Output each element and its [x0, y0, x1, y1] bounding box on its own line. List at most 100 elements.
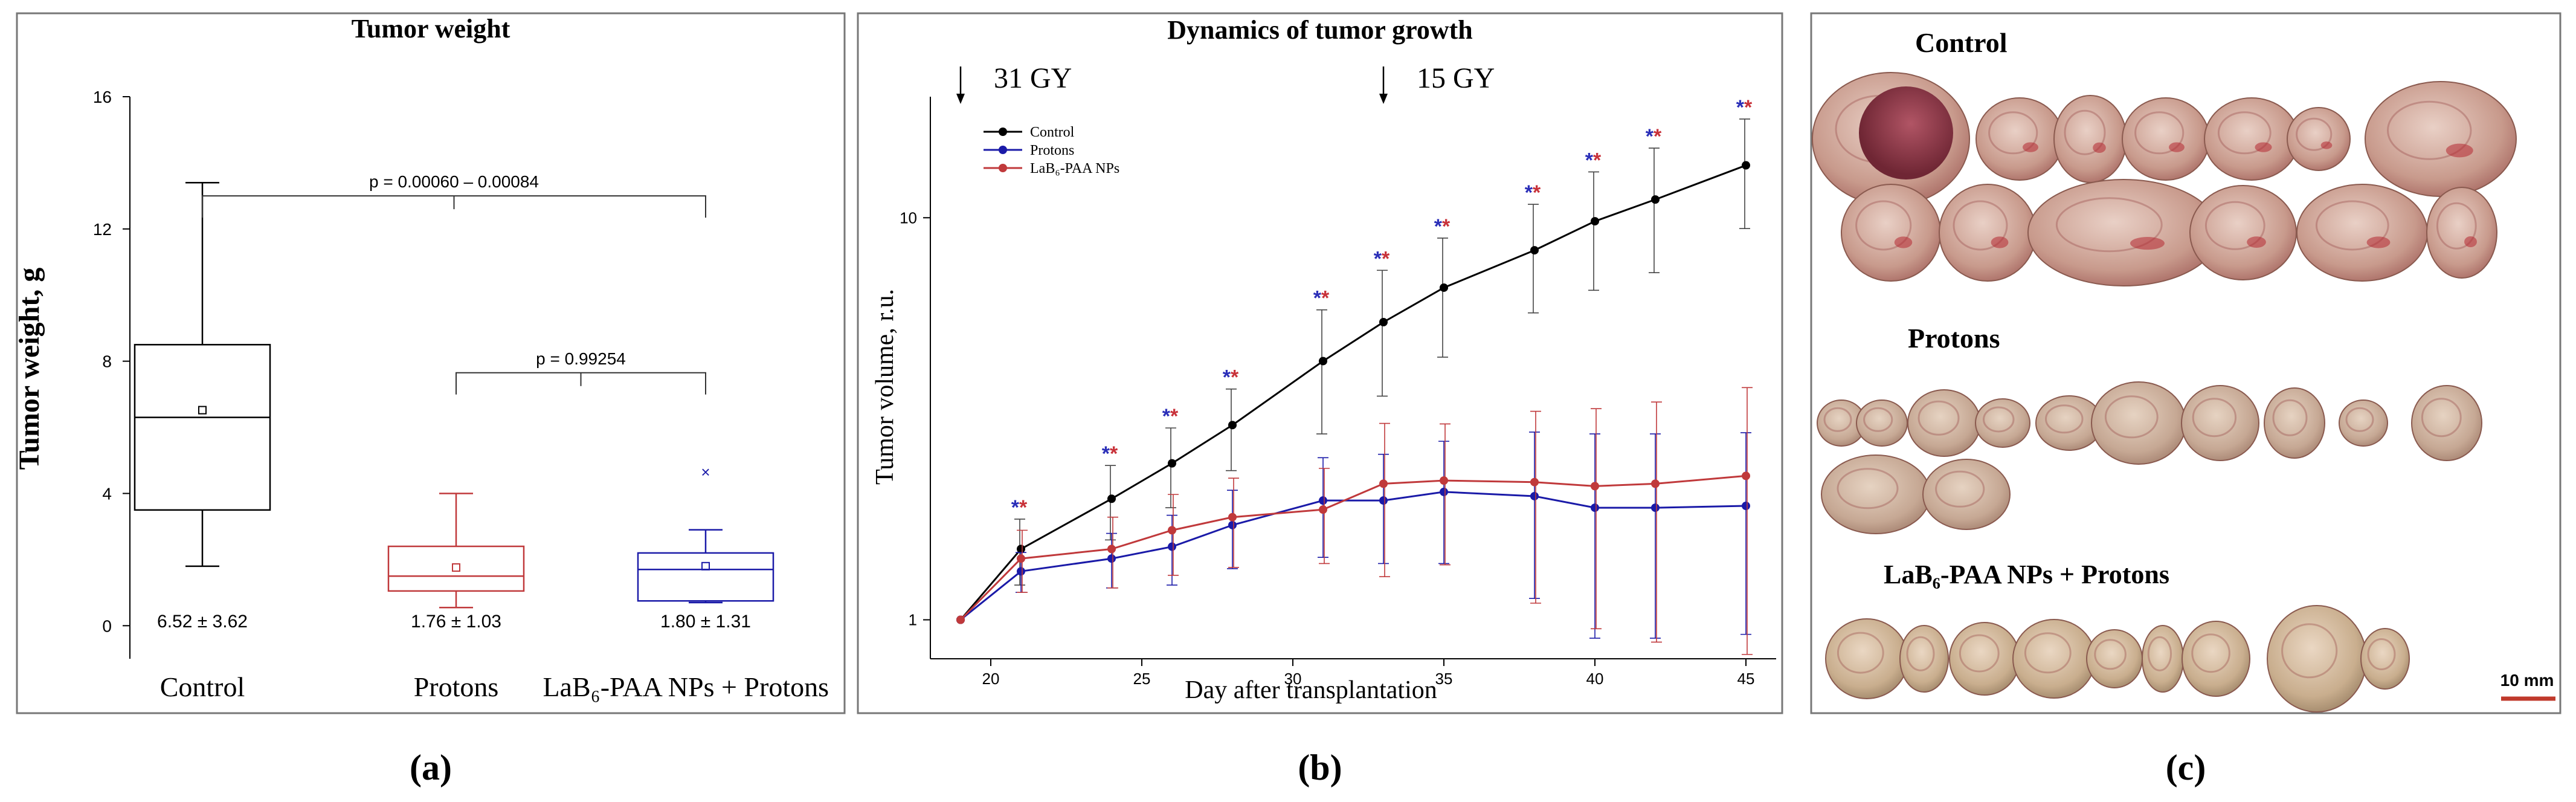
data-point: [1319, 357, 1327, 366]
data-point: [1319, 496, 1327, 505]
data-point: [1379, 496, 1388, 505]
legend-marker: [999, 164, 1007, 172]
star-marker-red: *: [1382, 247, 1390, 270]
tumor-hemorrhage: [2446, 143, 2473, 158]
tumor-body: [2204, 97, 2299, 181]
star-marker-blue: *: [1374, 247, 1382, 270]
tumor-body: [2426, 187, 2497, 279]
tumor-specimen: [1922, 459, 2011, 530]
tumor-body: [2339, 399, 2388, 447]
box-stat-label: 1.80 ± 1.31: [660, 612, 751, 632]
dose-label: 15 GY: [1417, 62, 1495, 94]
tumor-specimen: [2091, 381, 2186, 465]
star-marker-red: *: [1653, 125, 1662, 148]
tumor-specimen: [1899, 625, 1949, 693]
tumor-specimen: [2182, 621, 2250, 697]
a-x-category-label: Protons: [414, 671, 499, 702]
data-point: [1591, 217, 1599, 226]
data-point: [1379, 479, 1388, 488]
tumor-specimen: [1856, 399, 1908, 447]
tumor-body: [1939, 184, 2037, 282]
tumor-texture: [1855, 200, 1912, 251]
data-point: [1530, 477, 1539, 487]
panel-b-xlabel: Day after transplantation: [1185, 676, 1437, 704]
tumor-specimen: [2339, 399, 2388, 447]
tumor-body: [2287, 107, 2351, 171]
data-point: [1651, 503, 1660, 513]
panel-a-ylabel: Tumor weight, g: [13, 268, 45, 470]
star-marker-red: *: [1231, 366, 1239, 389]
star-marker-red: *: [1019, 496, 1028, 519]
tumor-texture: [2345, 407, 2374, 432]
box-stat-label: 6.52 ± 3.62: [157, 612, 248, 632]
tumor-texture: [1837, 632, 1884, 674]
tumor-texture: [2204, 201, 2265, 250]
tumor-dark-region: [1859, 86, 1953, 179]
tumor-texture: [2315, 200, 2389, 251]
data-point: [1379, 317, 1388, 326]
data-point: [1530, 246, 1539, 255]
tumor-texture: [2104, 395, 2159, 439]
tumor-group-nps: [1825, 605, 2410, 713]
tumor-hemorrhage: [2464, 236, 2477, 247]
tumor-texture: [2055, 197, 2163, 253]
tumor-texture: [2147, 636, 2172, 671]
tumor-texture: [1983, 406, 2015, 433]
tumor-texture: [2134, 111, 2185, 155]
star-marker-blue: *: [1102, 442, 1110, 465]
tumor-texture: [2436, 202, 2477, 250]
tumor-texture: [2296, 117, 2333, 151]
star-marker-red: *: [1442, 215, 1451, 238]
a-x-category-label: LaB₆-PAA NPs + Protons: [543, 671, 829, 702]
data-point: [1440, 283, 1448, 292]
tumor-texture: [2421, 398, 2462, 438]
tumor-body: [2182, 621, 2250, 697]
tumor-specimen: [2122, 97, 2210, 181]
data-point: [1591, 482, 1599, 491]
star-marker-red: *: [1533, 181, 1541, 204]
tumor-body: [2360, 628, 2410, 690]
star-marker-blue: *: [1313, 287, 1322, 310]
tumor-specimen: [2027, 179, 2220, 286]
tumor-body: [1975, 97, 2064, 181]
tumor-specimen: [2012, 619, 2096, 699]
tumor-body: [1821, 454, 1931, 534]
tumor-body: [1841, 184, 1941, 282]
tumor-specimen: [2086, 629, 2143, 688]
box-2: 1.76 ± 1.03: [387, 493, 525, 632]
star-marker-blue: *: [1434, 215, 1443, 238]
tumor-specimen: [2296, 184, 2428, 282]
data-point: [1440, 487, 1448, 496]
star-marker-blue: *: [1223, 366, 1231, 389]
tumor-body: [2264, 387, 2325, 459]
tumor-hemorrhage: [1894, 236, 1913, 248]
b-x-tick-label: 20: [982, 670, 1000, 688]
a-y-tick-label: 16: [93, 88, 112, 106]
tumor-hemorrhage: [1991, 236, 2009, 248]
tumor-texture: [2191, 633, 2230, 673]
photo-group-label-protons: Protons: [1908, 323, 2000, 354]
tumor-group-protons: [1817, 381, 2482, 534]
data-point: [1651, 195, 1660, 204]
tumor-body: [2189, 185, 2297, 280]
panel-a-tumor-weight: Tumor weight Tumor weight, g 0 4 8 12 16 6.5…: [13, 12, 846, 714]
data-point: [1228, 513, 1237, 522]
tumor-specimen: [1841, 184, 1941, 282]
data-point: [1107, 545, 1116, 554]
tumor-specimen: [2287, 107, 2351, 171]
panel-b-ylabel: Tumor volume, r.u.: [871, 289, 899, 485]
scale-bar-label: 10 mm: [2500, 671, 2554, 690]
tumor-hemorrhage: [2366, 236, 2391, 248]
a-y-tick-label: 12: [93, 220, 112, 239]
panel-caption-b: (b): [1298, 748, 1342, 787]
tumor-specimen: [2365, 81, 2517, 197]
b-x-tick-label: 35: [1435, 670, 1453, 688]
star-marker-blue: *: [1736, 96, 1745, 119]
data-point: [1651, 479, 1660, 488]
box-mean-marker: [198, 406, 207, 415]
series-protons: [956, 432, 1751, 639]
b-y-tick-label: 1: [909, 611, 917, 629]
star-marker-blue: *: [1525, 181, 1533, 204]
tumor-hemorrhage: [2255, 142, 2272, 152]
b-x-tick-label: 40: [1586, 670, 1604, 688]
